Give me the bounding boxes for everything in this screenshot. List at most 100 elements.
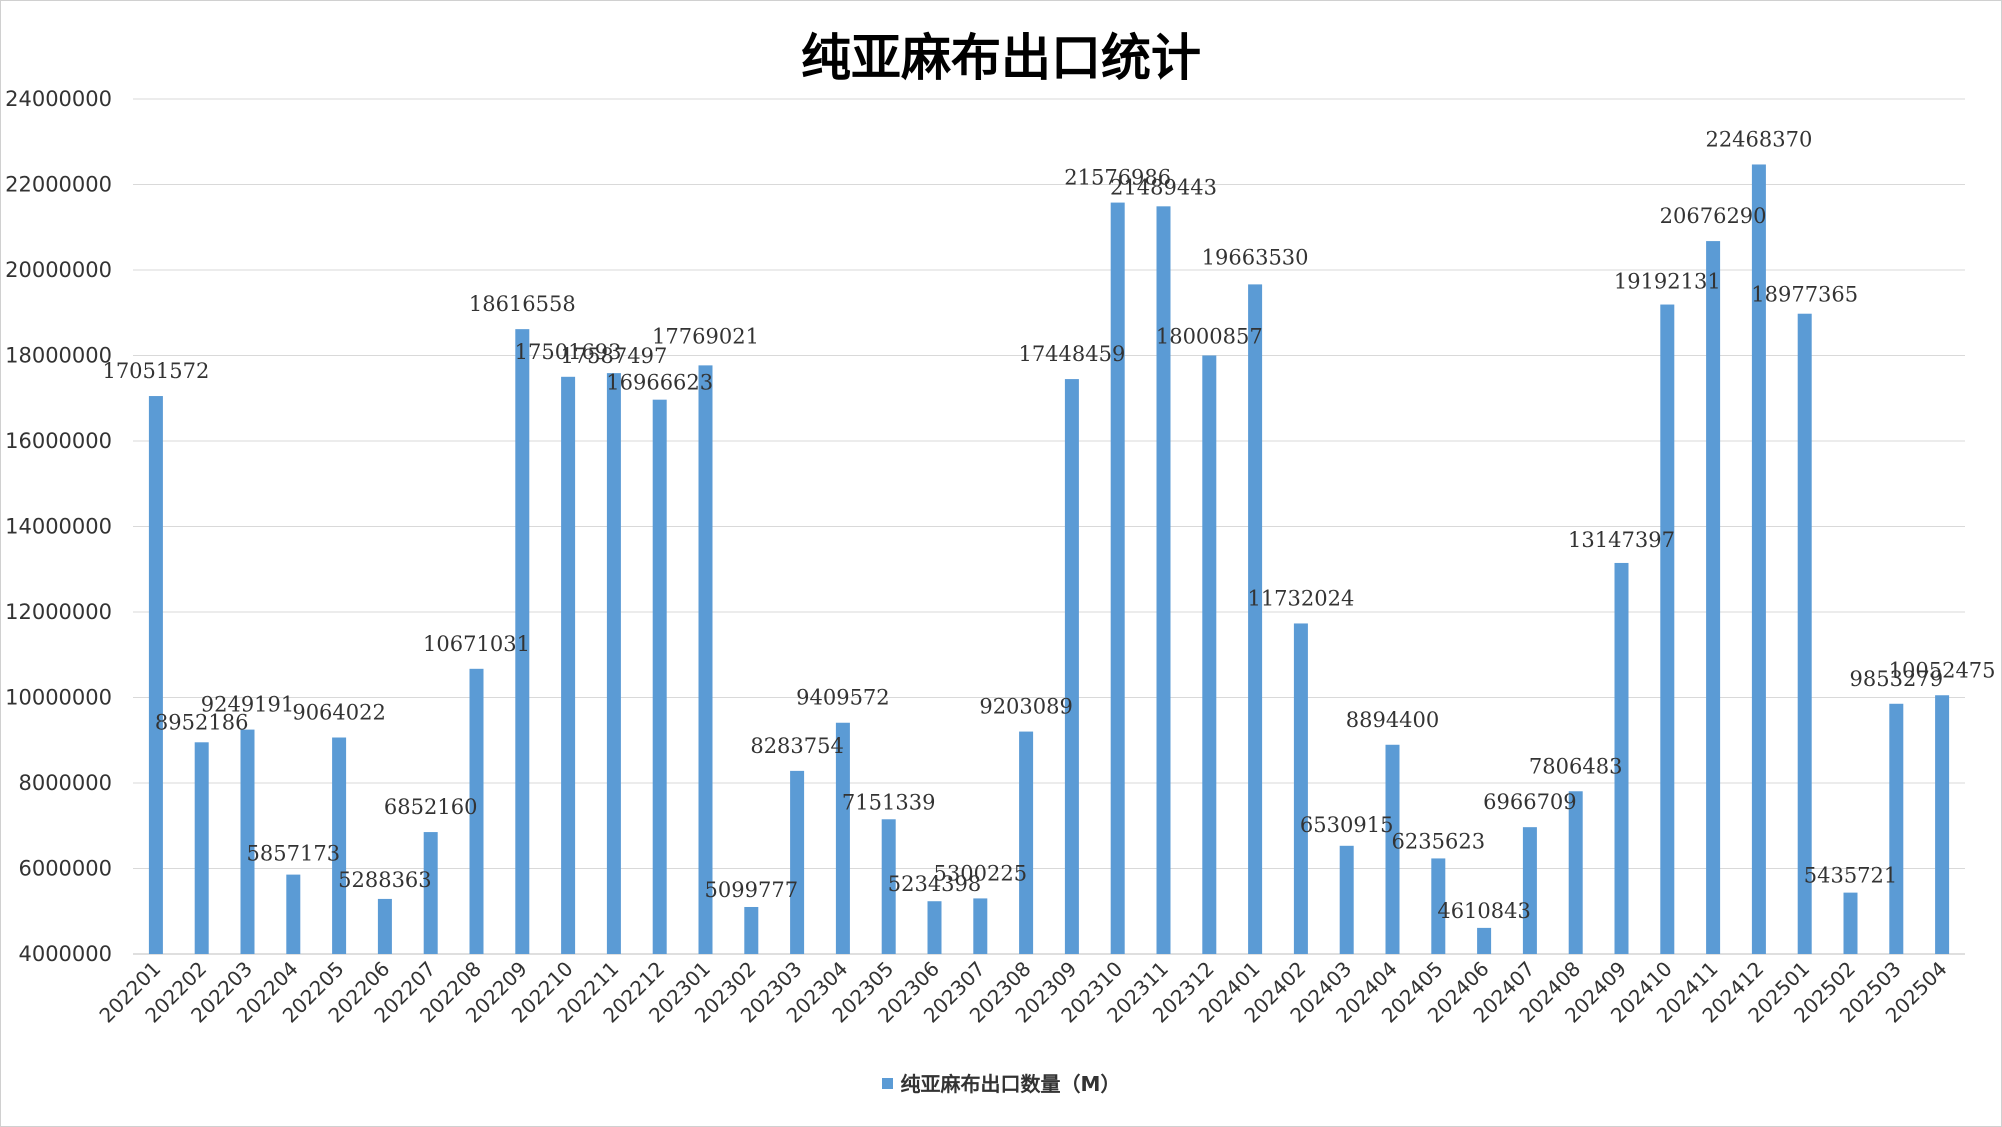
bar (1614, 562, 1629, 954)
data-label: 19663530 (1202, 245, 1309, 269)
legend: 纯亚麻布出口数量（M） (0, 1068, 2002, 1097)
bar (1064, 379, 1079, 954)
bar (194, 742, 209, 954)
bar (561, 376, 576, 954)
y-tick-label: 12000000 (5, 600, 112, 624)
bars (148, 164, 1950, 955)
bar (606, 373, 621, 954)
y-axis-ticks: 4000000 6000000 8000000 10000000 12000000 140… (5, 87, 112, 966)
data-label: 10052475 (1889, 658, 1996, 682)
bar (973, 898, 988, 954)
data-label: 21489443 (1110, 175, 1217, 199)
bar (1751, 164, 1766, 955)
data-label: 17769021 (652, 324, 759, 348)
data-label: 11732024 (1247, 586, 1354, 610)
bar (377, 898, 392, 954)
y-tick-label: 24000000 (5, 87, 112, 111)
data-label: 9064022 (292, 701, 386, 725)
bar (698, 365, 713, 954)
y-tick-label: 6000000 (18, 857, 112, 881)
bar (1568, 791, 1583, 954)
bar (1522, 827, 1537, 954)
data-label: 9853279 (1850, 667, 1944, 691)
bar (1889, 703, 1904, 954)
data-label: 8283754 (750, 734, 844, 758)
bar (1660, 304, 1675, 955)
data-label: 5435721 (1804, 864, 1898, 888)
data-label: 16966623 (606, 371, 713, 395)
data-label: 8952186 (155, 710, 249, 734)
bar (927, 901, 942, 954)
data-label: 13147397 (1568, 528, 1675, 552)
data-label: 17587497 (560, 344, 667, 368)
data-label: 17501693 (515, 340, 622, 364)
bar (1797, 313, 1812, 954)
legend-label: 纯亚麻布出口数量（M） (900, 1072, 1121, 1096)
bar (1202, 355, 1217, 954)
y-tick-label: 16000000 (5, 429, 112, 453)
bar (1843, 892, 1858, 954)
legend-swatch (881, 1078, 893, 1089)
y-tick-label: 8000000 (18, 771, 112, 795)
bar (1477, 927, 1492, 954)
y-tick-label: 22000000 (5, 173, 112, 197)
bar (469, 668, 484, 954)
data-label: 7151339 (842, 790, 936, 814)
bar (240, 729, 255, 954)
data-label: 5234398 (888, 872, 982, 896)
bar (515, 329, 530, 954)
bar (652, 399, 667, 954)
bar (1431, 858, 1446, 954)
bar (1248, 284, 1263, 954)
data-label: 5288363 (338, 868, 432, 892)
bar (148, 396, 163, 954)
y-tick-label: 20000000 (5, 258, 112, 282)
y-tick-label: 10000000 (5, 686, 112, 710)
data-label: 5300225 (934, 861, 1028, 885)
bar (286, 874, 301, 954)
data-label: 6235623 (1392, 829, 1486, 853)
data-label: 21576986 (1064, 166, 1171, 190)
data-label: 19192131 (1614, 270, 1721, 294)
bar (744, 906, 759, 954)
chart-title: 纯亚麻布出口统计 (801, 29, 1201, 87)
data-label: 4610843 (1437, 899, 1531, 923)
bar (423, 832, 438, 954)
data-label: 5857173 (247, 842, 341, 866)
bar (1706, 241, 1721, 954)
y-tick-label: 4000000 (18, 942, 112, 966)
gridlines (133, 98, 1965, 955)
bar (1293, 623, 1308, 954)
data-label: 5099777 (705, 878, 799, 902)
data-label: 18616558 (469, 292, 576, 316)
data-label: 9409572 (796, 686, 890, 710)
bar (332, 737, 347, 954)
bar (1339, 845, 1354, 954)
y-tick-label: 14000000 (5, 515, 112, 539)
bar (1110, 202, 1125, 954)
data-label: 9203089 (979, 695, 1073, 719)
bar (1156, 206, 1171, 955)
data-label: 17448459 (1018, 342, 1125, 366)
bar (835, 722, 850, 954)
x-axis-ticks: 2022012022022022032022042022052022062022… (94, 957, 1951, 1028)
bar (1385, 744, 1400, 954)
data-label: 6852160 (384, 795, 478, 819)
bar (790, 770, 805, 954)
data-label: 17051572 (102, 359, 209, 383)
data-label: 6530915 (1300, 813, 1394, 837)
bar (881, 819, 896, 954)
data-label: 9249191 (201, 693, 295, 717)
data-label: 10671031 (423, 632, 530, 656)
y-tick-label: 18000000 (5, 344, 112, 368)
data-label: 7806483 (1529, 754, 1623, 778)
data-label: 8894400 (1346, 708, 1440, 732)
data-label: 6966709 (1483, 790, 1577, 814)
data-label: 20676290 (1660, 204, 1767, 228)
bar (1935, 695, 1950, 954)
bar (1019, 731, 1034, 954)
data-label: 18977365 (1751, 283, 1858, 307)
data-label: 22468370 (1705, 127, 1812, 151)
